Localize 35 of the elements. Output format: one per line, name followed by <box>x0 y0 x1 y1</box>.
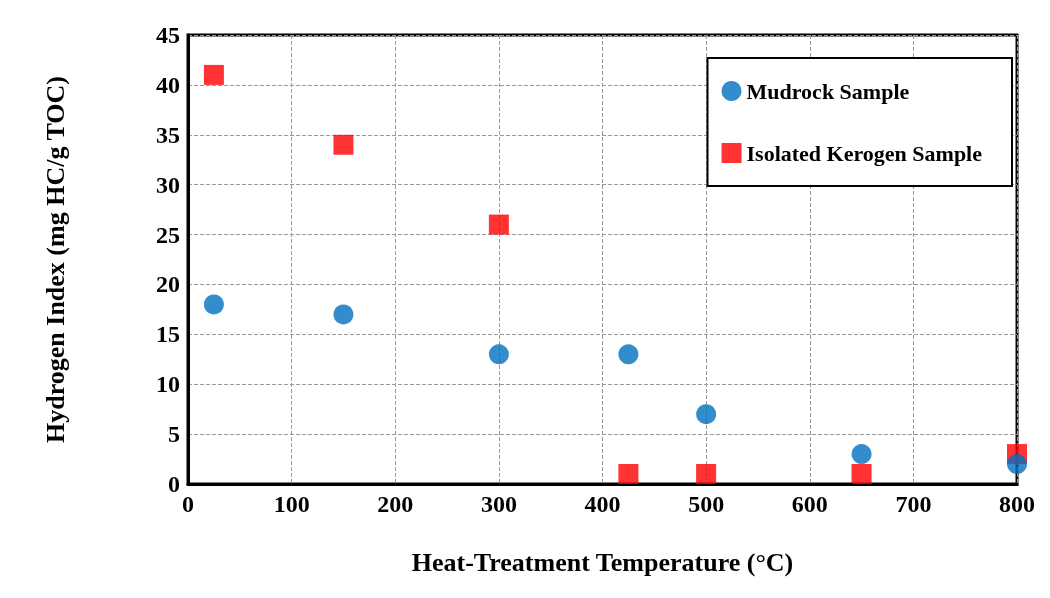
point <box>696 464 717 485</box>
legend-label: Isolated Kerogen Sample <box>746 140 983 166</box>
point <box>488 214 509 235</box>
point <box>618 344 639 365</box>
point <box>696 404 717 425</box>
x-tick-label: 700 <box>895 491 932 517</box>
y-tick-label: 20 <box>156 271 180 298</box>
point <box>333 134 354 155</box>
y-tick-label: 0 <box>168 471 180 497</box>
y-tick-label: 40 <box>156 71 180 98</box>
y-tick-label: 15 <box>156 321 180 348</box>
y-tick-label: 45 <box>156 22 180 48</box>
point <box>488 344 509 365</box>
x-tick-label: 500 <box>688 491 725 517</box>
y-tick-label: 30 <box>156 171 180 198</box>
point <box>203 294 224 315</box>
y-tick-label: 5 <box>168 421 180 448</box>
point <box>1007 454 1027 475</box>
x-axis-title: Heat-Treatment Temperature (°C) <box>411 547 794 577</box>
y-axis-title: Hydrogen Index (mg HC/g TOC) <box>40 76 70 443</box>
x-tick-label: 300 <box>480 491 517 517</box>
y-tick-label: 35 <box>156 121 180 148</box>
x-tick-label: 600 <box>791 491 828 517</box>
point <box>618 464 639 485</box>
x-tick-label: 100 <box>273 491 310 517</box>
y-tick-label: 10 <box>156 371 180 398</box>
legend-label: Mudrock Sample <box>746 78 910 104</box>
point <box>851 464 872 485</box>
x-tick-label: 400 <box>584 491 621 517</box>
x-tick-label: 800 <box>999 491 1035 517</box>
point <box>333 304 354 325</box>
point <box>851 444 872 465</box>
y-tick-label: 25 <box>156 221 180 248</box>
point <box>203 64 224 85</box>
x-tick-label: 200 <box>377 491 414 517</box>
